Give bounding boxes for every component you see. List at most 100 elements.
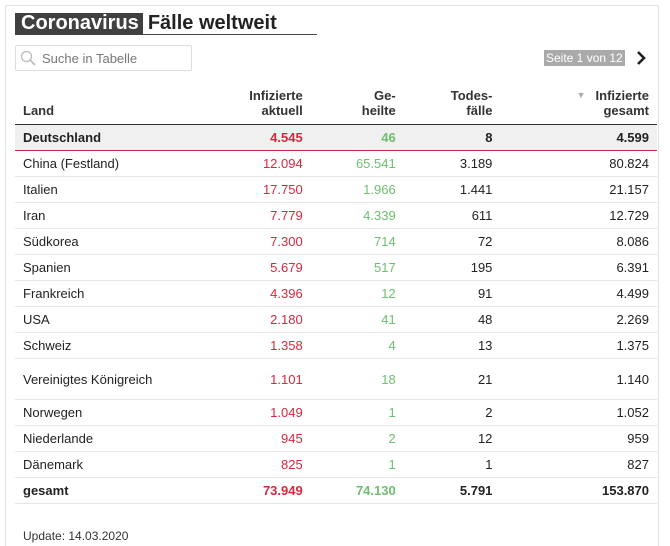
cell-infected-current: 7.300: [191, 228, 311, 255]
cell-deaths: 91: [403, 280, 501, 307]
cell-infected-current: 1.358: [191, 332, 311, 359]
header-line2: Land: [23, 103, 55, 118]
cell-infected-total: 80.824: [500, 150, 657, 177]
cell-deaths: 12: [403, 425, 501, 452]
table-row: Iran 7.779 4.339 611 12.729: [15, 202, 657, 229]
cell-deaths: 72: [403, 228, 501, 255]
cell-land: Vereinigtes Königreich: [15, 358, 191, 400]
cell-deaths: 8: [403, 124, 501, 151]
cell-infected-current: 4.545: [191, 124, 311, 151]
cell-recovered: 41: [310, 306, 404, 333]
cell-infected-current: 4.396: [191, 280, 311, 307]
cell-infected-current: 5.679: [191, 254, 311, 281]
header-line2: fälle: [466, 103, 493, 118]
table-row: Frankreich 4.396 12 91 4.499: [15, 280, 657, 307]
cell-recovered: 12: [310, 280, 404, 307]
cell-recovered: 1: [310, 399, 404, 426]
cell-infected-current: 17.750: [191, 176, 311, 203]
sort-desc-icon: ▼: [576, 90, 586, 100]
cell-deaths: 21: [403, 358, 501, 400]
cell-deaths: 611: [403, 202, 501, 229]
cell-infected-total: 12.729: [500, 202, 657, 229]
cases-table: Land Infizierte aktuell Ge-heilte Todes-fäll…: [15, 88, 657, 504]
chevron-right-icon[interactable]: [635, 50, 647, 66]
header-line1: Todes-: [450, 88, 493, 103]
cell-infected-current: 825: [191, 451, 311, 478]
column-header-infected-current[interactable]: Infizierte aktuell: [191, 88, 311, 125]
cell-infected-current: 1.101: [191, 358, 311, 400]
page-title: Coronavirus Fälle weltweit: [15, 13, 317, 35]
cell-deaths: 1: [403, 451, 501, 478]
cell-infected-total: 8.086: [500, 228, 657, 255]
cell-recovered: 65.541: [310, 150, 404, 177]
cell-land: Spanien: [15, 254, 191, 281]
cell-recovered: 1: [310, 451, 404, 478]
cell-land: Frankreich: [15, 280, 191, 307]
cell-infected-current: 1.049: [191, 399, 311, 426]
title-text: Fälle weltweit: [147, 12, 277, 34]
header-line1: Infizierte: [249, 88, 303, 103]
cell-land: Südkorea: [15, 228, 191, 255]
search-input[interactable]: [40, 49, 184, 67]
cell-deaths: 13: [403, 332, 501, 359]
cell-land: China (Festland): [15, 150, 191, 177]
header-line1: Infizierte: [595, 88, 649, 103]
cell-infected-total: 6.391: [500, 254, 657, 281]
cell-infected-total: 827: [500, 451, 657, 478]
table-row: Schweiz 1.358 4 13 1.375: [15, 332, 657, 359]
cell-infected-current: 945: [191, 425, 311, 452]
cell-deaths: 3.189: [403, 150, 501, 177]
search-box[interactable]: [15, 45, 192, 71]
table-row: Spanien 5.679 517 195 6.391: [15, 254, 657, 281]
title-badge: Coronavirus: [15, 13, 143, 34]
cell-recovered: 517: [310, 254, 404, 281]
table-row: Niederlande 945 2 12 959: [15, 425, 657, 452]
header-line1: Ge-: [374, 88, 396, 103]
pager: Seite 1 von 12: [544, 50, 647, 66]
header-line2: gesamt: [603, 103, 649, 118]
table-row: Italien 17.750 1.966 1.441 21.157: [15, 176, 657, 203]
column-header-infected-total[interactable]: ▼ Infizierte gesamt: [500, 88, 657, 125]
cell-land: Dänemark: [15, 451, 191, 478]
cell-infected-current: 73.949: [191, 477, 311, 504]
table-row: Dänemark 825 1 1 827: [15, 451, 657, 478]
cell-deaths: 195: [403, 254, 501, 281]
cell-land: Iran: [15, 202, 191, 229]
cell-infected-current: 12.094: [191, 150, 311, 177]
column-header-recovered[interactable]: Ge-heilte: [310, 88, 404, 125]
column-header-land[interactable]: Land: [15, 88, 191, 125]
search-icon: [20, 50, 36, 66]
header-line2: aktuell: [261, 103, 303, 118]
table-row: Deutschland 4.545 46 8 4.599: [15, 124, 657, 151]
cell-land: Schweiz: [15, 332, 191, 359]
cell-infected-current: 2.180: [191, 306, 311, 333]
cell-land: Norwegen: [15, 399, 191, 426]
cell-recovered: 2: [310, 425, 404, 452]
table-row: Südkorea 7.300 714 72 8.086: [15, 228, 657, 255]
cell-land: Niederlande: [15, 425, 191, 452]
table-row: Vereinigtes Königreich 1.101 18 21 1.140: [15, 358, 657, 400]
cell-recovered: 46: [310, 124, 404, 151]
table-row: Norwegen 1.049 1 2 1.052: [15, 399, 657, 426]
table-row: USA 2.180 41 48 2.269: [15, 306, 657, 333]
cell-infected-total: 153.870: [500, 477, 657, 504]
total-row: gesamt 73.949 74.130 5.791 153.870: [15, 477, 657, 504]
cell-infected-total: 4.499: [500, 280, 657, 307]
cell-recovered: 714: [310, 228, 404, 255]
cell-infected-total: 2.269: [500, 306, 657, 333]
cell-land: gesamt: [15, 477, 191, 504]
table-row: China (Festland) 12.094 65.541 3.189 80.824: [15, 150, 657, 177]
cell-deaths: 1.441: [403, 176, 501, 203]
page-indicator: Seite 1 von 12: [544, 50, 625, 66]
cell-recovered: 1.966: [310, 176, 404, 203]
cell-deaths: 2: [403, 399, 501, 426]
cell-land: USA: [15, 306, 191, 333]
cell-land: Deutschland: [15, 124, 191, 151]
cell-infected-total: 1.375: [500, 332, 657, 359]
column-header-deaths[interactable]: Todes-fälle: [403, 88, 501, 125]
cell-recovered: 74.130: [310, 477, 404, 504]
cell-deaths: 48: [403, 306, 501, 333]
cell-recovered: 18: [310, 358, 404, 400]
update-note: Update: 14.03.2020: [23, 529, 129, 543]
widget-frame: [5, 5, 659, 546]
